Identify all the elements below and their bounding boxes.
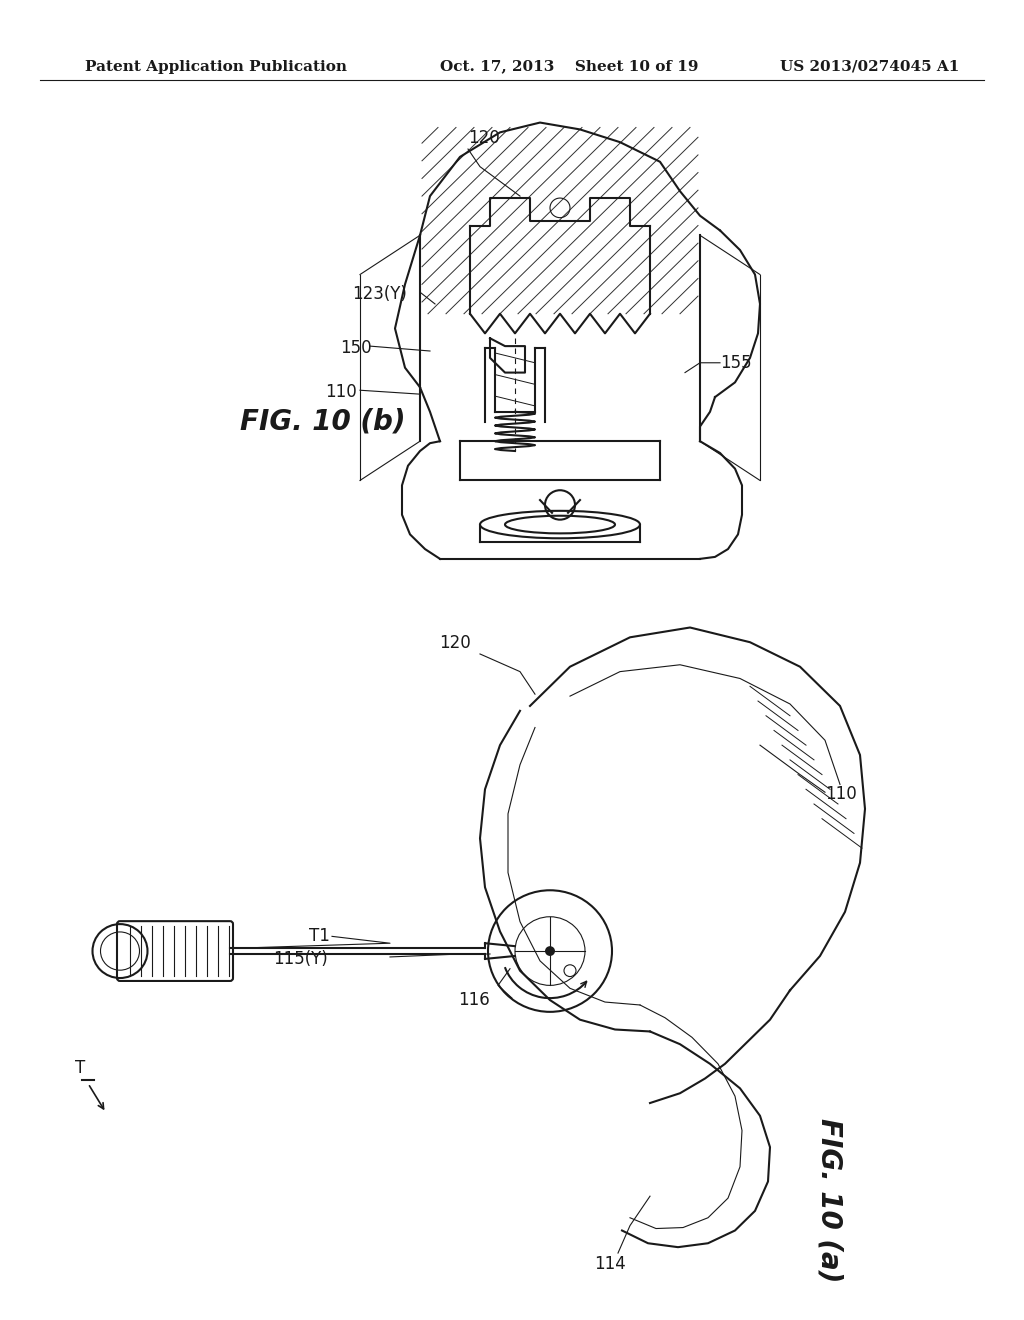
Text: FIG. 10 (a): FIG. 10 (a) — [816, 1118, 844, 1282]
Text: FIG. 10 (b): FIG. 10 (b) — [240, 408, 406, 436]
Text: 123(Y): 123(Y) — [352, 285, 407, 304]
Text: US 2013/0274045 A1: US 2013/0274045 A1 — [780, 59, 959, 74]
Text: Oct. 17, 2013  Sheet 10 of 19: Oct. 17, 2013 Sheet 10 of 19 — [440, 59, 698, 74]
Text: 150: 150 — [340, 339, 372, 358]
Text: T: T — [75, 1059, 85, 1077]
Text: 120: 120 — [468, 129, 500, 147]
Text: 116: 116 — [459, 991, 490, 1008]
Text: Patent Application Publication: Patent Application Publication — [85, 59, 347, 74]
Text: 114: 114 — [594, 1255, 626, 1272]
Text: 155: 155 — [720, 354, 752, 372]
Text: 120: 120 — [439, 634, 471, 652]
Text: 115(Y): 115(Y) — [273, 950, 328, 968]
Circle shape — [545, 946, 555, 956]
Text: 110: 110 — [325, 383, 356, 401]
Text: 110: 110 — [825, 785, 857, 803]
Text: T1: T1 — [309, 928, 330, 945]
